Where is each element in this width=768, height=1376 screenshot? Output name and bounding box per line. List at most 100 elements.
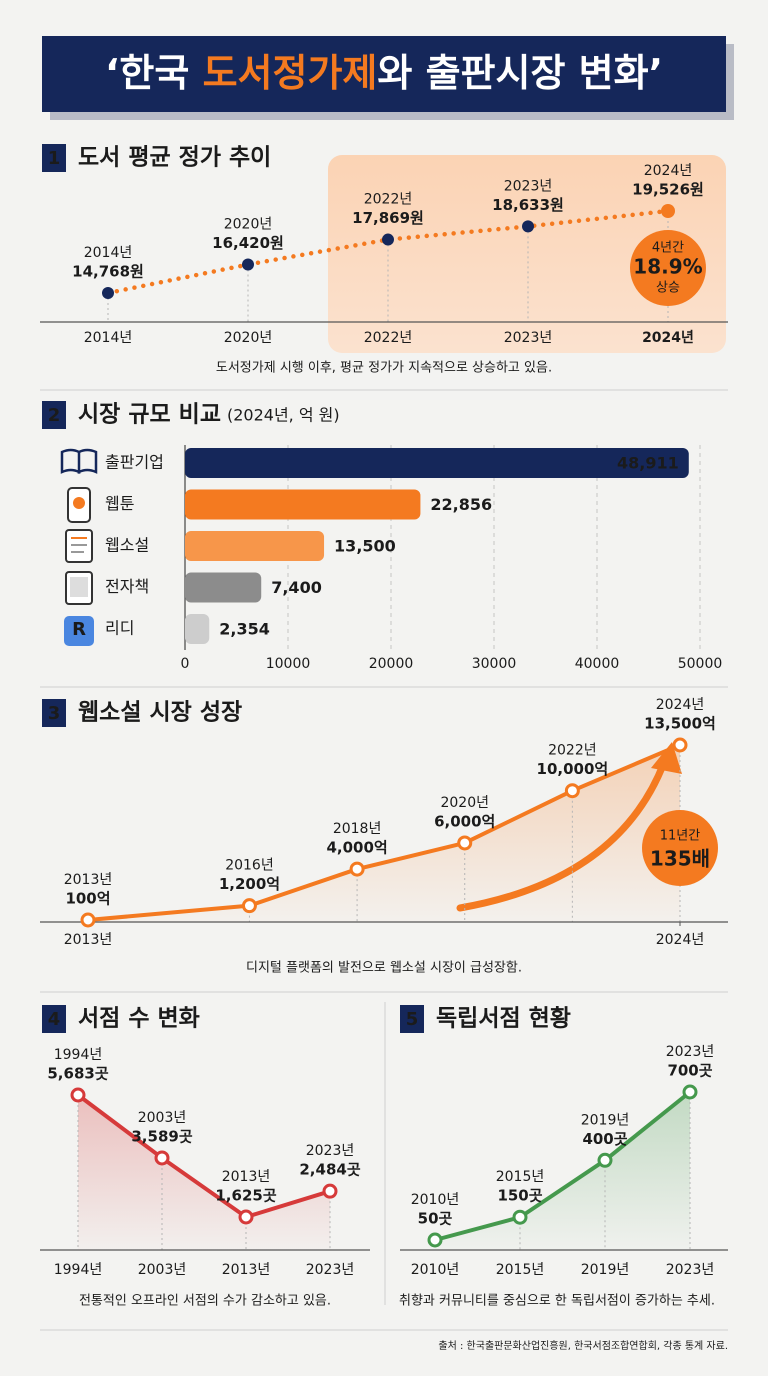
x-tick-label: 2003년 — [138, 1262, 187, 1278]
data-point — [154, 1150, 170, 1166]
point-year-label: 2020년 — [224, 217, 273, 233]
value-label: 6,000억 — [434, 812, 495, 830]
data-point — [102, 287, 114, 299]
data-point — [682, 1084, 698, 1100]
value-label: 18,633원 — [492, 196, 564, 214]
value-label: 50곳 — [418, 1210, 453, 1228]
section-number: 5 — [406, 1009, 419, 1030]
icon-book — [60, 448, 98, 475]
x-tick-label: 2024년 — [656, 932, 705, 948]
area-shade — [435, 1092, 690, 1250]
x-tick-label: 2023년 — [666, 1262, 715, 1278]
value-label: 19,526원 — [632, 181, 704, 199]
point-year-label: 2020년 — [440, 795, 489, 811]
data-point — [322, 1183, 338, 1199]
x-tick-label: 1994년 — [54, 1262, 103, 1278]
x-tick-label: 50000 — [678, 656, 723, 672]
highlight-panel — [328, 155, 726, 353]
section-number: 1 — [48, 148, 61, 169]
point-year-label: 2018년 — [333, 821, 382, 837]
value-label: 22,856 — [430, 495, 492, 514]
point-year-label: 2023년 — [504, 178, 553, 194]
category-label: 웹툰 — [105, 494, 134, 513]
caption: 취향과 커뮤니티를 중심으로 한 독립서점이 증가하는 추세. — [399, 1294, 715, 1309]
value-label: 13,500 — [334, 537, 396, 556]
x-tick-label: 2014년 — [84, 330, 133, 346]
annotation-text: 135배 — [650, 847, 710, 871]
data-line — [76, 1093, 332, 1219]
x-tick-label: 2015년 — [496, 1262, 545, 1278]
value-label: 700곳 — [667, 1062, 712, 1080]
x-tick-label: 2023년 — [504, 330, 553, 346]
x-tick-label: 2010년 — [411, 1262, 460, 1278]
title-box — [42, 36, 726, 112]
section-number: 2 — [48, 405, 61, 426]
title-part: ‘한국 — [105, 51, 203, 95]
point-year-label: 2019년 — [581, 1112, 630, 1128]
section-title: 도서 평균 정가 추이 — [78, 145, 271, 171]
category-label: 리디 — [105, 619, 134, 638]
value-label: 10,000억 — [537, 760, 609, 778]
annotation-badge — [642, 810, 718, 886]
title-highlight: 도서정가제 — [203, 51, 378, 95]
point-year-label: 2013년 — [222, 1169, 271, 1185]
point-year-label: 2022년 — [548, 743, 597, 759]
icon-phone — [67, 487, 91, 523]
x-tick-label: 2023년 — [306, 1262, 355, 1278]
x-tick-label: 2024년 — [642, 330, 694, 346]
annotation-text: 18.9% — [633, 255, 702, 279]
caption: 전통적인 오프라인 서점의 수가 감소하고 있음. — [79, 1294, 331, 1309]
value-label: 16,420원 — [212, 234, 284, 252]
data-point — [672, 737, 688, 753]
annotation-badge — [630, 230, 706, 306]
data-point — [349, 861, 365, 877]
caption: 도서정가제 시행 이후, 평균 정가가 지속적으로 상승하고 있음. — [216, 360, 552, 376]
section-title: 서점 수 변화 — [78, 1006, 200, 1032]
point-year-label: 2024년 — [644, 163, 693, 179]
section-subtitle: (2024년, 억 원) — [227, 406, 340, 425]
section-title: 웹소설 시장 성장 — [78, 700, 242, 726]
point-year-label: 2015년 — [496, 1169, 545, 1185]
data-line — [433, 1090, 692, 1242]
section-number-box — [400, 1005, 424, 1033]
value-label: 100억 — [65, 890, 110, 908]
value-label: 48,911 — [617, 454, 679, 473]
annotation-text: 4년간 — [652, 241, 684, 256]
category-label: 출판기업 — [105, 453, 164, 472]
x-tick-label: 20000 — [369, 656, 414, 672]
source: 출처 : 한국출판문화산업진흥원, 한국서점조합연합회, 각종 통계 자료. — [438, 1339, 728, 1352]
data-point — [457, 835, 473, 851]
x-tick-label: 40000 — [575, 656, 620, 672]
icon-ridi — [64, 616, 94, 646]
category-label: 전자책 — [105, 577, 149, 596]
data-point — [70, 1087, 86, 1103]
value-label: 17,869원 — [352, 209, 424, 227]
point-year-label: 2023년 — [666, 1044, 715, 1060]
value-label: 2,354 — [219, 620, 270, 639]
value-label: 150곳 — [497, 1187, 542, 1205]
data-point — [512, 1209, 528, 1225]
annotation-text: 11년간 — [660, 829, 701, 844]
x-tick-label: 2013년 — [222, 1262, 271, 1278]
section-number-box — [42, 144, 66, 172]
point-year-label: 2013년 — [64, 872, 113, 888]
point-year-label: 2010년 — [411, 1192, 460, 1208]
main-title: ‘한국 도서정가제와 출판시장 변화’ — [105, 51, 663, 95]
data-point — [382, 233, 394, 246]
x-tick-label: 2022년 — [364, 330, 413, 346]
icon-ereader — [65, 571, 93, 605]
data-point — [522, 220, 534, 233]
data-point — [242, 258, 254, 271]
area-shade — [88, 745, 680, 922]
annotation-text: 상승 — [656, 281, 680, 296]
x-tick-label: 0 — [181, 656, 190, 672]
icon-tablet — [65, 529, 93, 563]
point-year-label: 1994년 — [54, 1047, 103, 1063]
data-point — [564, 783, 580, 799]
point-year-label: 2024년 — [656, 697, 705, 713]
bar — [185, 572, 262, 603]
section-number-box — [42, 401, 66, 429]
data-point — [241, 898, 257, 914]
point-year-label: 2016년 — [225, 858, 274, 874]
